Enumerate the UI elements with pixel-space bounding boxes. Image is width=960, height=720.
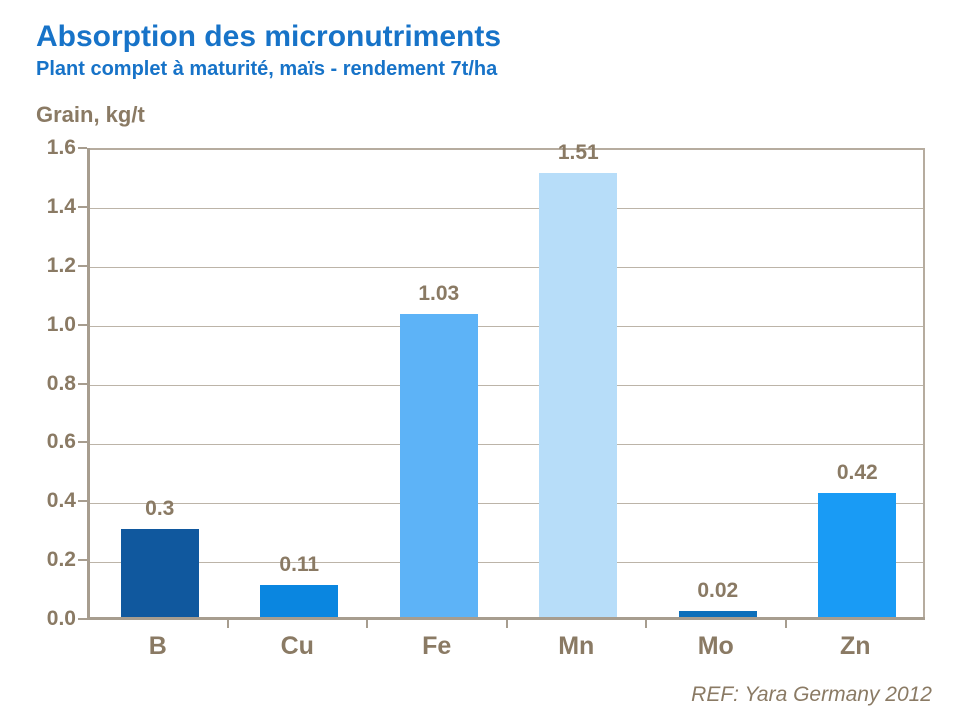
bar-Mn <box>539 172 618 617</box>
y-axis-title: Grain, kg/t <box>36 102 145 127</box>
y-tick-label-0.8: 0.8 <box>46 371 76 395</box>
y-tick-mark-1.0 <box>78 323 87 326</box>
bar-value-Mo: 0.02 <box>697 579 739 603</box>
y-tick-mark-1.4 <box>78 205 87 208</box>
y-tick-label-0.6: 0.6 <box>46 430 76 454</box>
x-category-label-Zn: Zn <box>839 632 871 660</box>
y-tick-label-0.0: 0.0 <box>46 607 76 630</box>
bar-value-B: 0.3 <box>145 496 175 520</box>
bar-Zn <box>818 493 897 617</box>
gridline-y-1.0 <box>90 326 923 328</box>
bar-value-Fe: 1.03 <box>418 281 460 305</box>
bar-Mo <box>678 611 757 617</box>
y-tick-label-0.2: 0.2 <box>46 548 76 572</box>
bar-value-Cu: 0.11 <box>279 552 320 576</box>
chart-subtitle: Plant complet à maturité, maïs - rendeme… <box>36 58 498 80</box>
x-tick-mark-2 <box>366 620 368 628</box>
chart-title: Absorption des micronutriments <box>36 20 502 53</box>
bar-Fe <box>399 313 478 617</box>
y-tick-label-0.4: 0.4 <box>46 489 76 513</box>
bar-B <box>120 528 199 617</box>
y-tick-mark-0.8 <box>78 382 87 385</box>
source-ref: REF: Yara Germany 2012 <box>691 683 932 706</box>
bar-Cu <box>260 584 339 617</box>
gridline-y-0.8 <box>90 385 923 386</box>
y-tick-mark-1.2 <box>78 264 87 267</box>
y-tick-label-1.6: 1.6 <box>46 136 76 159</box>
gridline-y-0.6 <box>90 443 923 445</box>
y-axis-line <box>87 148 90 619</box>
x-category-label-Cu: Cu <box>280 632 314 660</box>
x-axis-line <box>87 617 925 620</box>
x-tick-mark-1 <box>226 620 229 628</box>
x-category-label-Mn: Mn <box>558 632 595 660</box>
plot-area: 0.3 0.11 1.03 1.51 0.02 0.42 <box>88 141 925 619</box>
y-tick-mark-0.6 <box>78 441 87 444</box>
y-tick-mark-0.0 <box>78 618 87 620</box>
y-tick-label-1.4: 1.4 <box>46 194 76 218</box>
y-tick-mark-1.6 <box>78 147 87 149</box>
y-tick-mark-0.2 <box>78 559 87 562</box>
x-tick-mark-4 <box>645 620 647 628</box>
y-tick-mark-0.4 <box>78 500 87 503</box>
bar-value-Mn: 1.51 <box>557 140 599 164</box>
x-category-label-Fe: Fe <box>422 632 452 660</box>
y-tick-label-1.2: 1.2 <box>46 253 76 277</box>
y-tick-label-1.0: 1.0 <box>46 312 76 336</box>
x-category-label-Mo: Mo <box>697 632 734 660</box>
gridline-y-0.2 <box>90 561 923 563</box>
x-category-label-B: B <box>148 632 167 660</box>
gridline-y-1.2 <box>90 267 923 269</box>
gridline-y-0.4 <box>90 502 923 504</box>
bar-value-Zn: 0.42 <box>836 461 878 485</box>
x-tick-mark-5 <box>784 620 787 628</box>
x-tick-mark-3 <box>505 620 508 628</box>
gridline-y-1.4 <box>90 208 923 210</box>
